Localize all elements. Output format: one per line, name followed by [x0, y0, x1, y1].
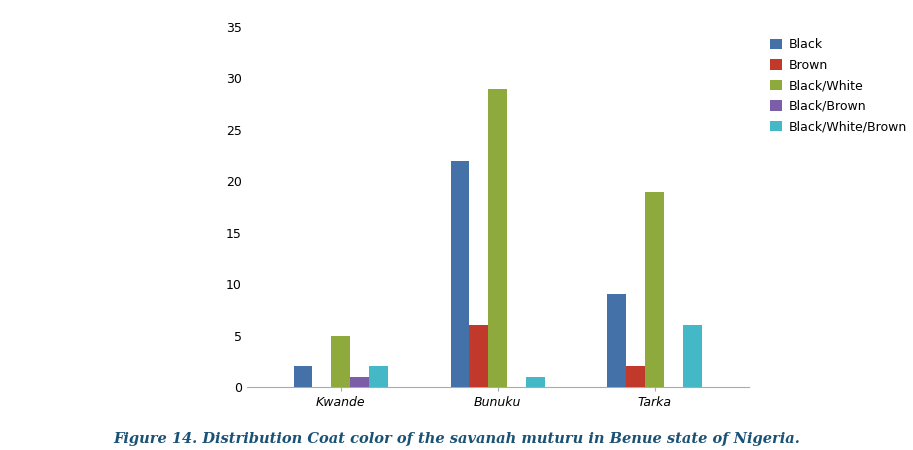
Bar [488, 89, 507, 387]
Bar [350, 377, 369, 387]
Bar [469, 325, 488, 387]
Bar [683, 325, 701, 387]
Bar [294, 366, 312, 387]
Bar [331, 336, 350, 387]
Bar [526, 377, 545, 387]
Bar [369, 366, 388, 387]
Bar [450, 161, 469, 387]
Bar [645, 192, 664, 387]
Bar [626, 366, 645, 387]
Legend: Black, Brown, Black/White, Black/Brown, Black/White/Brown: Black, Brown, Black/White, Black/Brown, … [765, 33, 912, 138]
Bar [607, 294, 626, 387]
Text: Figure 14. Distribution Coat color of the savanah muturu in Benue state of Niger: Figure 14. Distribution Coat color of th… [113, 432, 800, 446]
